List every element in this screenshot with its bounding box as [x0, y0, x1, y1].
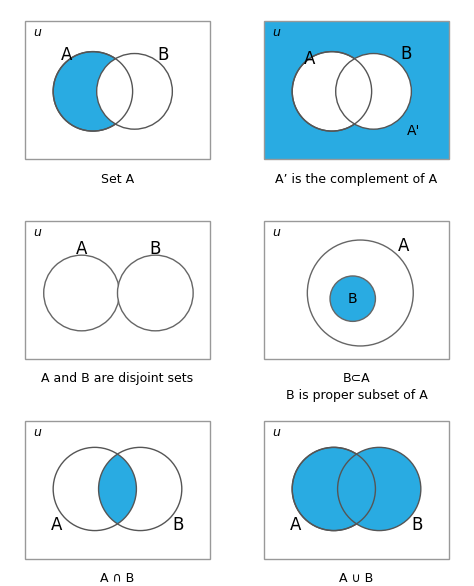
Text: A: A — [51, 516, 63, 534]
Text: B: B — [150, 240, 161, 258]
Text: B: B — [173, 516, 184, 534]
Text: A’ is the complement of A: A’ is the complement of A — [275, 173, 438, 186]
Text: A: A — [398, 237, 410, 255]
Text: Set A: Set A — [101, 173, 134, 186]
Text: A: A — [61, 46, 72, 64]
Circle shape — [53, 447, 137, 530]
Text: u: u — [273, 226, 280, 239]
Circle shape — [53, 447, 137, 530]
Circle shape — [330, 276, 375, 321]
Text: B: B — [348, 292, 357, 306]
Text: B is proper subset of A: B is proper subset of A — [286, 390, 428, 403]
Circle shape — [337, 447, 421, 530]
Text: B⊂A: B⊂A — [343, 373, 370, 386]
Text: A: A — [290, 516, 301, 534]
Text: A: A — [76, 240, 87, 258]
Circle shape — [292, 52, 372, 131]
Text: B: B — [400, 45, 411, 63]
Text: u: u — [33, 425, 41, 438]
Circle shape — [292, 447, 375, 530]
Circle shape — [44, 255, 119, 331]
Circle shape — [336, 53, 411, 129]
Circle shape — [118, 255, 193, 331]
Text: u: u — [273, 26, 280, 39]
Circle shape — [99, 447, 182, 530]
Circle shape — [97, 53, 173, 129]
Text: A: A — [303, 50, 315, 68]
Text: A ∪ B: A ∪ B — [339, 572, 374, 585]
Text: u: u — [33, 26, 41, 39]
Text: u: u — [33, 226, 41, 239]
Text: B: B — [411, 516, 423, 534]
Text: A ∩ B: A ∩ B — [100, 572, 135, 585]
Circle shape — [53, 52, 133, 131]
Text: u: u — [273, 425, 280, 438]
Text: A and B are disjoint sets: A and B are disjoint sets — [41, 373, 193, 386]
Circle shape — [307, 240, 413, 346]
Text: B: B — [157, 46, 169, 64]
Text: A': A' — [407, 124, 420, 138]
